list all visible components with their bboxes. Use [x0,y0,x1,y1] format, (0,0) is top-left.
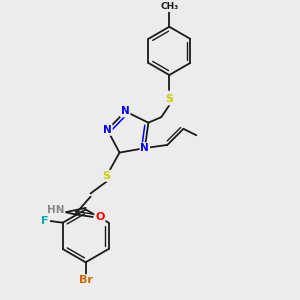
Text: N: N [103,125,112,135]
Text: F: F [41,216,49,226]
Text: N: N [140,143,149,153]
Text: S: S [165,94,173,104]
Text: S: S [103,171,111,181]
Text: O: O [95,212,105,222]
Text: CH₃: CH₃ [160,2,178,11]
Text: HN: HN [47,205,64,215]
Text: N: N [121,106,130,116]
Text: Br: Br [79,275,93,285]
